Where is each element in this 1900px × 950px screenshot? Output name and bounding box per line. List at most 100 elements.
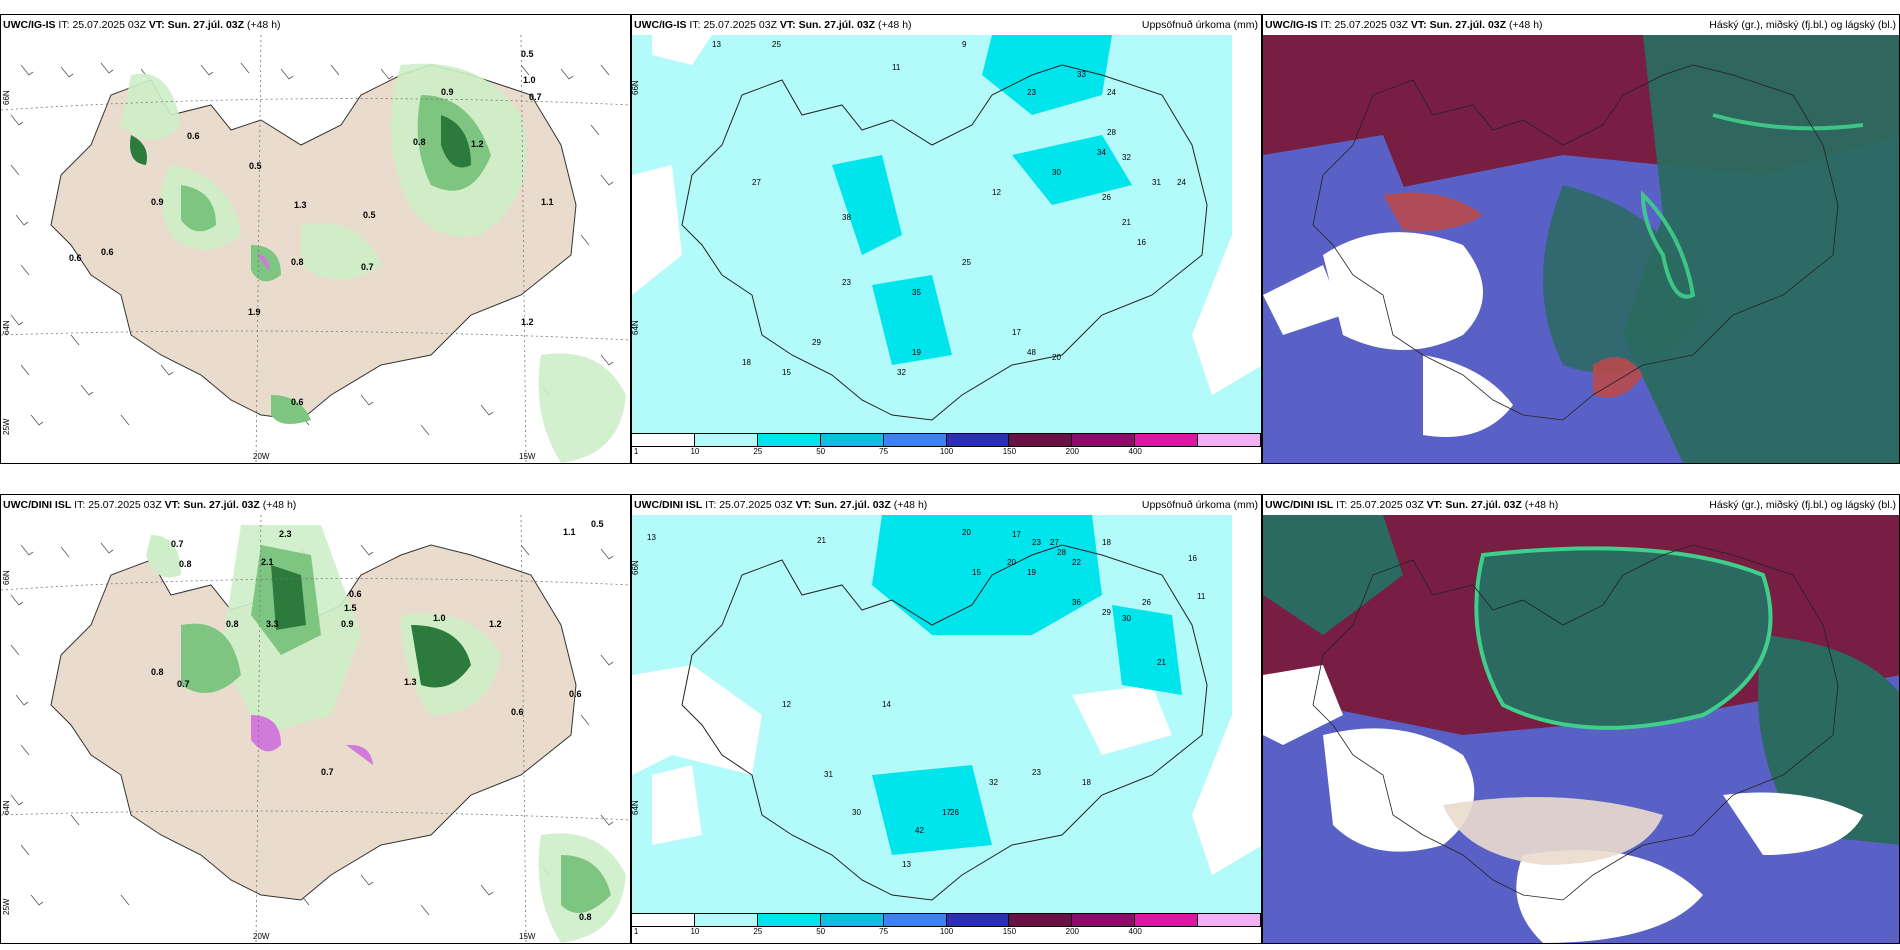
value-label: 24 xyxy=(1177,178,1186,187)
value-label: 32 xyxy=(989,778,998,787)
value-label: 25 xyxy=(962,258,971,267)
colorbar-tick: 75 xyxy=(879,927,889,936)
it-label: IT: xyxy=(705,499,717,511)
map-area[interactable] xyxy=(1263,515,1899,943)
value-label: 31 xyxy=(824,770,833,779)
value-label: 18 xyxy=(742,358,751,367)
value-labels: 0.5 0.9 1.0 0.7 1.2 0.8 0.6 1.1 0.5 0.6 … xyxy=(69,49,554,407)
vt-label: VT: xyxy=(1426,499,1443,511)
value-label: 9 xyxy=(962,40,967,49)
value-label: 31 xyxy=(1152,178,1161,187)
colorbar-tick: 400 xyxy=(1128,927,1142,936)
vt-label: VT: xyxy=(779,19,796,31)
wind-contours xyxy=(121,63,626,463)
map-area[interactable]: 66N 64N 13 21 20 17 23 27 28 18 36 29 30… xyxy=(632,515,1261,913)
vt-value: Sun. 27.júl. 03Z xyxy=(1445,499,1522,511)
grid-labels: 66N 64N xyxy=(632,80,640,335)
value-label: 1.9 xyxy=(248,307,261,317)
colorbar-cell xyxy=(820,914,884,926)
value-label: 30 xyxy=(852,808,861,817)
lead-time: (+48 h) xyxy=(893,499,928,511)
value-label: 0.5 xyxy=(591,519,604,529)
colorbar-cell xyxy=(757,434,821,446)
value-label: 35 xyxy=(912,288,921,297)
model-name: UWC/IG-IS xyxy=(634,19,687,31)
colorbar-cell xyxy=(946,434,1010,446)
colorbar-tick: 100 xyxy=(939,927,954,936)
value-label: 19 xyxy=(912,348,921,357)
grid-labels: 66N 64N xyxy=(632,560,640,815)
value-label: 0.6 xyxy=(101,247,114,257)
value-label: 1.0 xyxy=(433,613,446,623)
colorbar-ticks: 1 10 25 50 75 100 150 200 400 xyxy=(632,927,1261,936)
value-label: 33 xyxy=(1077,70,1086,79)
colorbar-cell xyxy=(1135,914,1199,926)
model-name: UWC/IG-IS xyxy=(1265,19,1318,31)
colorbar-cell xyxy=(1198,434,1261,446)
wind-map: 0.5 0.9 1.0 0.7 1.2 0.8 0.6 1.1 0.5 0.6 … xyxy=(1,35,630,463)
colorbar-tick: 100 xyxy=(939,447,954,456)
value-label: 0.8 xyxy=(179,559,192,569)
value-label: 0.8 xyxy=(579,912,592,922)
panel-title: Uppsöfnuð úrkoma (mm) xyxy=(1141,19,1258,31)
value-label: 0.5 xyxy=(249,161,262,171)
panel-title: Háský (gr.), miðský (fj.bl.) og lágský (… xyxy=(1709,19,1896,31)
vt-value: Sun. 27.júl. 03Z xyxy=(814,499,891,511)
panel-header: UWC/IG-IS IT: 25.07.2025 03Z VT: Sun. 27… xyxy=(632,15,1261,35)
lat-label: 66N xyxy=(632,80,640,95)
value-label: 19 xyxy=(1027,568,1036,577)
value-labels: 2.3 0.7 0.8 0.6 1.0 1.2 0.8 3.3 0.9 1.5 … xyxy=(151,519,604,922)
it-label: IT: xyxy=(689,19,701,31)
precip-colorbar: 1 10 25 50 75 100 150 200 400 xyxy=(632,913,1261,936)
it-label: IT: xyxy=(58,19,70,31)
vt-label: VT: xyxy=(795,499,812,511)
colorbar-cell xyxy=(1072,434,1136,446)
value-label: 30 xyxy=(1122,614,1131,623)
panel-precip-dini: UWC/DINI ISL IT: 25.07.2025 03Z VT: Sun.… xyxy=(631,494,1262,944)
model-name: UWC/DINI ISL xyxy=(1265,499,1334,511)
panel-wind-ig: UWC/IG-IS IT: 25.07.2025 03Z VT: Sun. 27… xyxy=(0,14,631,464)
land-outline xyxy=(681,64,1208,421)
value-label: 11 xyxy=(892,63,901,72)
panel-header: UWC/DINI ISL IT: 25.07.2025 03Z VT: Sun.… xyxy=(1263,495,1899,515)
colorbar-cell xyxy=(694,434,758,446)
value-label: 0.8 xyxy=(291,257,304,267)
model-name: UWC/IG-IS xyxy=(3,19,56,31)
value-label: 18 xyxy=(1102,538,1111,547)
it-value: 25.07.2025 03Z xyxy=(72,19,146,31)
colorbar-tick: 200 xyxy=(1065,927,1079,936)
colorbar-cell xyxy=(883,434,947,446)
colorbar-tick: 200 xyxy=(1065,447,1079,456)
value-label: 0.6 xyxy=(511,707,524,717)
map-area[interactable]: 0.5 0.9 1.0 0.7 1.2 0.8 0.6 1.1 0.5 0.6 … xyxy=(1,35,630,463)
panel-cloud-ig: UWC/IG-IS IT: 25.07.2025 03Z VT: Sun. 27… xyxy=(1262,14,1900,464)
panel-wind-dini: UWC/DINI ISL IT: 25.07.2025 03Z VT: Sun.… xyxy=(0,494,631,944)
map-area[interactable] xyxy=(1263,35,1899,463)
map-area[interactable]: 2.3 0.7 0.8 0.6 1.0 1.2 0.8 3.3 0.9 1.5 … xyxy=(1,515,630,943)
value-label: 34 xyxy=(1097,148,1106,157)
value-label: 1.2 xyxy=(489,619,502,629)
value-label: 0.5 xyxy=(363,210,376,220)
value-label: 21 xyxy=(817,536,826,545)
value-label: 38 xyxy=(842,213,851,222)
map-area[interactable]: 66N 64N 13 25 11 9 23 33 24 28 34 32 31 … xyxy=(632,35,1261,433)
colorbar-cell xyxy=(946,914,1010,926)
colorbar-cell xyxy=(757,914,821,926)
lat-label: 64N xyxy=(2,800,11,815)
value-label: 20 xyxy=(1052,353,1061,362)
graticule xyxy=(1,515,630,943)
colorbar-cells xyxy=(632,913,1261,927)
it-value: 25.07.2025 03Z xyxy=(1334,19,1408,31)
lat-label: 64N xyxy=(632,320,640,335)
value-label: 0.7 xyxy=(529,92,542,102)
panel-title: Uppsöfnuð úrkoma (mm) xyxy=(1141,499,1258,511)
colorbar-cell xyxy=(1198,914,1261,926)
value-label: 2.1 xyxy=(261,557,274,567)
vt-label: VT: xyxy=(164,499,181,511)
cloud-map xyxy=(1263,35,1899,463)
value-label: 26 xyxy=(950,808,959,817)
colorbar-cell xyxy=(1135,434,1199,446)
panel-cloud-dini: UWC/DINI ISL IT: 25.07.2025 03Z VT: Sun.… xyxy=(1262,494,1900,944)
value-label: 0.6 xyxy=(291,397,304,407)
value-label: 0.5 xyxy=(521,49,534,59)
